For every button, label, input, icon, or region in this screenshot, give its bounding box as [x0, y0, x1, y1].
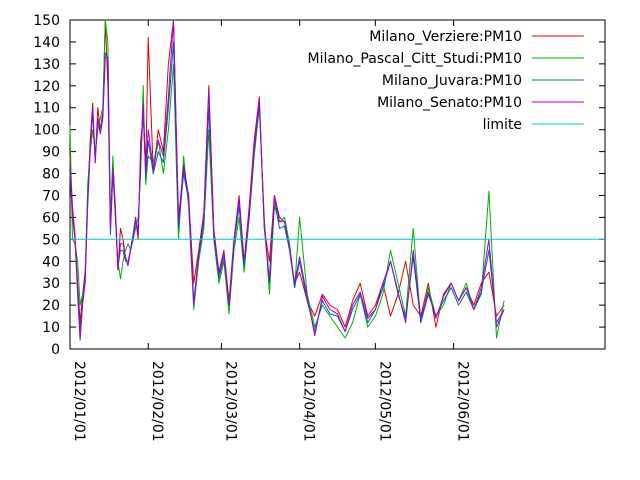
y-tick-label: 100 [33, 123, 60, 139]
y-tick-label: 0 [51, 342, 60, 358]
y-tick-label: 150 [33, 13, 60, 29]
x-tick-label: 2012/05/01 [376, 361, 392, 442]
y-tick-label: 110 [33, 101, 60, 117]
y-tick-label: 120 [33, 79, 60, 95]
x-tick-label: 2012/04/01 [301, 361, 317, 442]
legend-entry-label: Milano_Juvara:PM10 [382, 73, 522, 89]
x-tick-label: 2012/01/01 [71, 361, 87, 442]
y-tick-label: 140 [33, 35, 60, 51]
legend-entry-label: Milano_Senato:PM10 [377, 95, 522, 111]
legend-entry-label: limite [483, 117, 522, 133]
y-tick-label: 80 [42, 167, 60, 183]
y-tick-label: 40 [42, 254, 60, 270]
x-tick-label: 2012/02/01 [149, 361, 165, 442]
y-tick-label: 50 [42, 232, 60, 248]
y-tick-label: 30 [42, 276, 60, 292]
series-layer [69, 19, 605, 341]
legend-entry-label: Milano_Verziere:PM10 [369, 29, 522, 45]
legend-entry-label: Milano_Pascal_Citt_Studi:PM10 [308, 51, 522, 67]
x-tick-label: 2012/06/01 [455, 361, 471, 442]
y-axis-ticks: 0 10 20 30 40 50 60 70 80 90 100 110 120 130 140 150 [33, 13, 605, 358]
y-tick-label: 70 [42, 188, 60, 204]
y-tick-label: 130 [33, 57, 60, 73]
series-line-1 [69, 19, 505, 339]
y-tick-label: 10 [42, 320, 60, 336]
y-tick-label: 20 [42, 298, 60, 314]
x-tick-label: 2012/03/01 [222, 361, 238, 442]
legend: Milano_Verziere:PM10 Milano_Pascal_Citt_S… [308, 29, 584, 133]
y-tick-label: 60 [42, 210, 60, 226]
y-tick-label: 90 [42, 145, 60, 161]
series-line-3 [69, 19, 505, 341]
x-axis-ticks: 2012/01/01 2012/02/01 2012/03/01 2012/04/01… [69, 20, 471, 442]
plot-frame [69, 19, 606, 350]
